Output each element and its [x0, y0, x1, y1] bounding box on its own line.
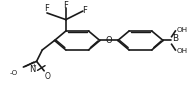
Text: O: O — [105, 36, 112, 45]
Text: F: F — [63, 1, 68, 10]
Text: +: + — [31, 63, 36, 68]
Text: -O: -O — [10, 70, 18, 76]
Text: N: N — [29, 65, 35, 74]
Text: OH: OH — [176, 48, 187, 54]
Text: F: F — [82, 6, 87, 15]
Text: B: B — [172, 34, 179, 43]
Text: OH: OH — [176, 27, 187, 33]
Text: O: O — [45, 72, 51, 81]
Text: F: F — [45, 4, 49, 13]
